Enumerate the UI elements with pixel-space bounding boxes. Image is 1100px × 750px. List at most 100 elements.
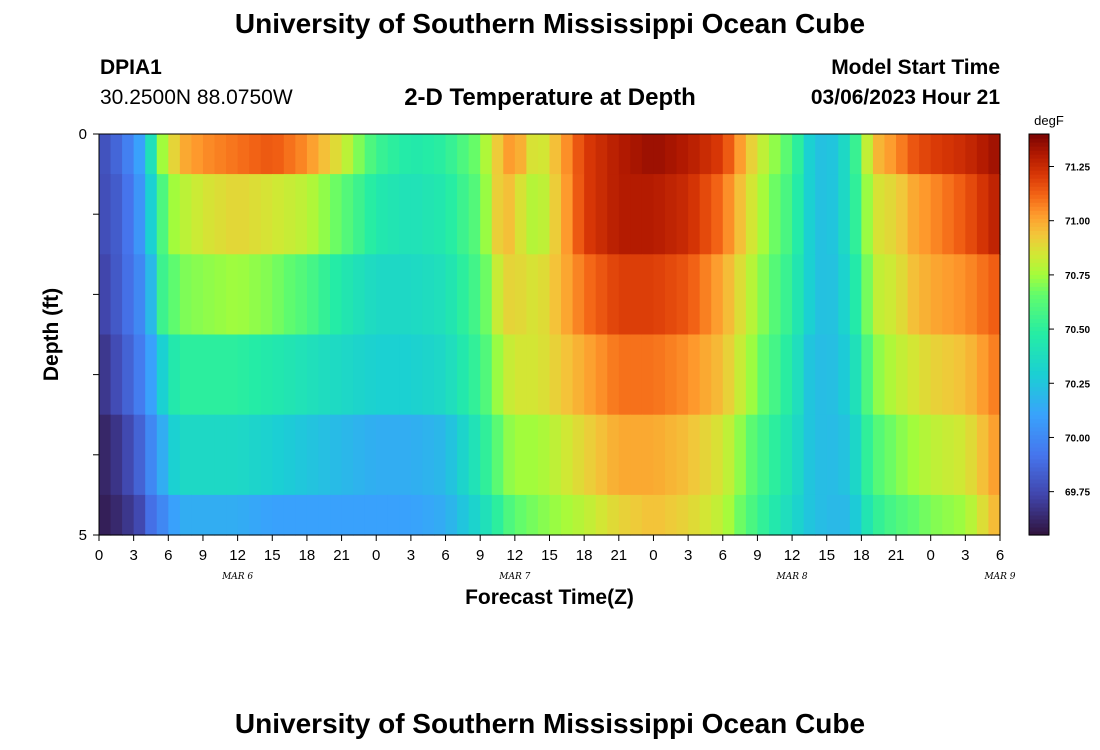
heatmap-cell — [341, 174, 354, 255]
colorbar-segment — [1029, 222, 1049, 227]
heatmap-cell — [387, 414, 400, 496]
heatmap-cell — [884, 174, 897, 255]
heatmap-cell — [872, 254, 886, 336]
heatmap-cell — [584, 134, 597, 175]
colorbar-segment — [1029, 350, 1049, 356]
heatmap-cell — [457, 414, 470, 496]
heatmap-cell — [607, 174, 620, 255]
x-tick-label: 12 — [507, 547, 524, 564]
heatmap-cell — [445, 414, 458, 496]
heatmap-cell — [468, 494, 481, 536]
heatmap-cell — [792, 494, 805, 536]
heatmap-cell — [537, 414, 551, 496]
heatmap-cell — [734, 254, 747, 336]
heatmap-cell — [653, 254, 666, 336]
heatmap-cell — [122, 414, 135, 496]
heatmap-cell — [445, 134, 458, 175]
colorbar-segment — [1029, 242, 1049, 247]
heatmap-cell — [468, 334, 481, 416]
colorbar-segment — [1029, 254, 1049, 259]
colorbar-segment — [1029, 326, 1049, 332]
heatmap-cell — [861, 414, 874, 496]
heatmap-cell — [861, 494, 874, 536]
heatmap-cell — [699, 494, 712, 536]
heatmap-cell — [861, 334, 874, 416]
heatmap-cell — [249, 174, 262, 255]
heatmap-cell — [272, 494, 285, 536]
heatmap-cell — [665, 494, 678, 536]
heatmap-cell — [353, 174, 366, 255]
heatmap-cell — [884, 254, 897, 336]
heatmap-cell — [768, 494, 782, 536]
colorbar-segment — [1029, 246, 1049, 251]
colorbar-segment — [1029, 390, 1049, 396]
heatmap-cell — [226, 174, 239, 255]
heatmap-cell — [930, 494, 943, 536]
heatmap-cell — [480, 254, 493, 336]
heatmap-cell — [156, 134, 169, 175]
heatmap-cell — [122, 334, 135, 416]
colorbar-segment — [1029, 454, 1049, 460]
heatmap-cell — [919, 254, 932, 336]
heatmap-cell — [803, 134, 816, 175]
heatmap-cell — [387, 134, 400, 175]
x-tick-label: 18 — [299, 547, 316, 564]
heatmap-cell — [607, 254, 620, 336]
heatmap-cell — [202, 494, 216, 536]
heatmap-cell — [122, 174, 135, 255]
heatmap-cell — [110, 334, 123, 416]
heatmap-cell — [318, 174, 331, 255]
x-tick-label: 15 — [541, 547, 558, 564]
heatmap-cell — [214, 414, 227, 496]
x-tick-label: 3 — [129, 547, 137, 564]
heatmap-cell — [168, 494, 181, 536]
heatmap-cell — [179, 134, 193, 175]
heatmap-cell — [549, 414, 562, 496]
heatmap-cell — [757, 334, 770, 416]
heatmap-cell — [503, 414, 516, 496]
heatmap-cell — [653, 134, 666, 175]
heatmap-cell — [341, 254, 354, 336]
heatmap-cell — [722, 494, 735, 536]
heatmap-cell — [861, 254, 874, 336]
heatmap-cell — [491, 334, 504, 416]
heatmap-cell — [826, 494, 839, 536]
colorbar-segment — [1029, 442, 1049, 448]
heatmap-cell — [826, 174, 839, 255]
heatmap-cell — [537, 134, 551, 175]
heatmap-cell — [745, 174, 759, 255]
heatmap-cell — [387, 174, 400, 255]
heatmap-cell — [341, 334, 354, 416]
heatmap-cell — [734, 134, 747, 175]
x-tick-label: 3 — [407, 547, 415, 564]
x-tick-label: 15 — [264, 547, 281, 564]
colorbar-segment — [1029, 290, 1049, 295]
heatmap-cell — [110, 414, 123, 496]
heatmap-cell — [445, 254, 458, 336]
heatmap-cell — [722, 414, 735, 496]
heatmap-cell — [179, 494, 193, 536]
heatmap-cell — [618, 334, 631, 416]
heatmap-cell — [376, 134, 389, 175]
heatmap-cell — [630, 334, 643, 416]
heatmap-cell — [768, 134, 782, 175]
heatmap-cell — [988, 134, 1001, 175]
heatmap-cell — [584, 174, 597, 255]
heatmap-cell — [792, 334, 805, 416]
heatmap-cell — [942, 334, 955, 416]
heatmap-cell — [503, 254, 516, 336]
heatmap-cell — [849, 414, 862, 496]
x-tick-label: 0 — [372, 547, 380, 564]
colorbar-frame — [1028, 133, 1050, 536]
heatmap-cell — [514, 494, 527, 536]
heatmap-cell — [838, 334, 851, 416]
heatmap-cell — [145, 174, 158, 255]
heatmap-cell — [410, 494, 424, 536]
heatmap-cell — [780, 414, 793, 496]
heatmap-cell — [595, 494, 608, 536]
colorbar-segment — [1029, 214, 1049, 219]
heatmap-cell — [618, 414, 631, 496]
heatmap-cell — [237, 254, 250, 336]
heatmap-cell — [99, 414, 112, 496]
colorbar-segment — [1029, 514, 1049, 520]
